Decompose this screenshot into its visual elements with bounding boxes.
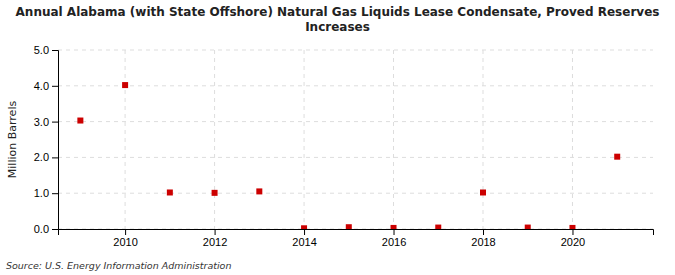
x-tick: 2010 — [113, 229, 137, 248]
y-tick: 2.0 — [34, 151, 58, 163]
point — [301, 225, 307, 229]
x-grid-line — [572, 50, 573, 229]
x-tick-label: 2018 — [471, 236, 495, 248]
x-axis-line — [59, 230, 654, 236]
x-grid-line — [483, 50, 484, 229]
point — [614, 154, 620, 160]
y-tick-label: 1.0 — [34, 187, 49, 199]
x-grid-line — [214, 50, 215, 229]
x-tick-label: 2010 — [113, 236, 137, 248]
y-tick-label: 2.0 — [34, 151, 49, 163]
grid — [58, 50, 653, 229]
x-axis: 2010 2012 2014 2016 2018 2020 — [59, 229, 654, 248]
x-grid-line — [393, 50, 394, 229]
x-tick: 2014 — [292, 229, 316, 248]
y-tick-label: 5.0 — [34, 44, 49, 56]
y-tick: 1.0 — [34, 187, 58, 199]
point — [167, 189, 173, 195]
x-tick: 2018 — [471, 229, 495, 248]
x-tick-label: 2012 — [203, 236, 227, 248]
x-grid-line — [125, 50, 126, 229]
y-tick-mark — [52, 50, 58, 51]
y-tick-label: 0.0 — [34, 223, 49, 235]
x-tick-mark — [125, 229, 126, 235]
x-tick: 2020 — [561, 229, 585, 248]
annotation: Source: U.S. Energy Information Administ… — [6, 260, 231, 271]
x-tick-label: 2016 — [382, 236, 406, 248]
y-tick-mark — [52, 157, 58, 158]
chart: Annual Alabama (with State Offshore) Nat… — [0, 0, 675, 275]
point — [525, 225, 531, 229]
x-grid-line — [304, 50, 305, 229]
x-tick: 2012 — [203, 229, 227, 248]
y-grid-line — [58, 85, 653, 86]
y-tick: 3.0 — [34, 116, 58, 128]
y-tick-mark — [52, 229, 58, 230]
x-tick: 2016 — [382, 229, 406, 248]
x-tick-label: 2014 — [292, 236, 316, 248]
y-tick-mark — [52, 193, 58, 194]
y-tick-label: 4.0 — [34, 80, 49, 92]
point — [391, 225, 397, 229]
y-tick: 4.0 — [34, 80, 58, 92]
x-tick-mark — [483, 229, 484, 235]
y-grid-line — [58, 157, 653, 158]
point — [122, 82, 128, 88]
point — [435, 225, 441, 229]
point — [77, 118, 83, 124]
y-axis: 0.0 1.0 2.0 3.0 4.0 5.0 — [34, 44, 59, 235]
y-axis-line — [52, 51, 59, 230]
y-tick-mark — [52, 122, 58, 123]
plot: 2010 2012 2014 2016 2018 2020 0.0 1.0 2.0 3.0 4.0 5… — [34, 44, 654, 248]
point — [480, 189, 486, 195]
y-axis-title: Million Barrels — [6, 101, 19, 179]
y-tick-label: 3.0 — [34, 116, 49, 128]
y-grid-line — [58, 193, 653, 194]
y-tick: 0.0 — [34, 223, 58, 235]
y-grid-line — [58, 50, 653, 51]
x-tick-mark — [394, 229, 395, 235]
x-tick-mark — [572, 229, 573, 235]
x-tick-mark — [215, 229, 216, 235]
y-grid-line — [58, 121, 653, 122]
x-tick-label: 2020 — [561, 236, 585, 248]
y-tick: 5.0 — [34, 44, 58, 56]
point — [256, 188, 262, 194]
title: Annual Alabama (with State Offshore) Nat… — [16, 5, 660, 34]
point — [569, 225, 575, 229]
point — [346, 224, 352, 229]
x-tick-mark — [304, 229, 305, 235]
points — [77, 82, 620, 229]
point — [212, 190, 218, 196]
y-tick-mark — [52, 86, 58, 87]
